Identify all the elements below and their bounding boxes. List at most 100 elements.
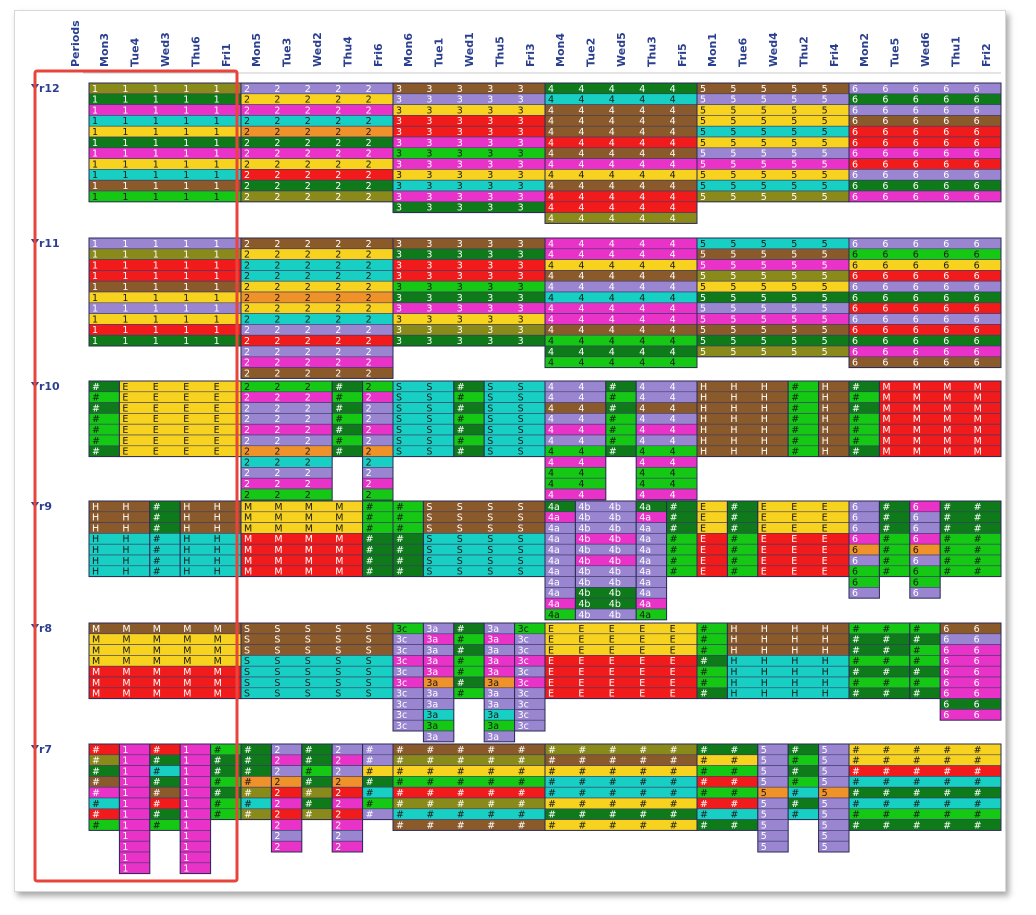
cell-label: #	[548, 777, 556, 788]
cell-label: 3c	[518, 624, 529, 635]
cell-label: 5	[822, 282, 828, 293]
cell-label: 6	[943, 192, 949, 203]
cell-label: 3	[518, 293, 524, 304]
cell-label: 4	[639, 159, 645, 170]
cell-label: M	[882, 393, 890, 404]
cell-label: 4	[609, 116, 615, 127]
cell-label: 2	[274, 436, 280, 447]
cell-label: 5	[730, 239, 736, 250]
cell-label: 6	[943, 710, 949, 721]
cell-label: #	[518, 756, 526, 767]
cell-label: #	[700, 777, 708, 788]
cell-label: 6	[974, 314, 980, 325]
cell-label: #	[396, 513, 404, 524]
cell-label: 6	[974, 250, 980, 261]
cell-label: 2	[305, 149, 311, 160]
cell-label: 4	[670, 282, 676, 293]
cell-label: 4	[639, 271, 645, 282]
block-outline	[939, 622, 1002, 721]
lesson-cell	[696, 434, 789, 447]
cell-label: 3c	[396, 656, 407, 667]
cell-label: 2	[305, 336, 311, 347]
cell-label: 2	[335, 127, 341, 138]
cell-label: 2	[366, 138, 372, 149]
cell-label: 6	[974, 170, 980, 181]
cell-label: 2	[335, 260, 341, 271]
cell-label: 3	[396, 138, 402, 149]
cell-label: 4	[548, 192, 554, 203]
cell-label: 4	[670, 425, 676, 436]
cell-label: 4a	[548, 588, 560, 599]
cell-label: 1	[153, 271, 159, 282]
cell-label: 2	[305, 304, 311, 315]
cell-label: 1	[153, 293, 159, 304]
cell-label: 4	[670, 159, 676, 170]
cell-label: #	[153, 788, 161, 799]
cell-label: 5	[761, 810, 767, 821]
cell-label: 6	[882, 347, 888, 358]
cell-label: #	[700, 624, 708, 635]
cell-label: E	[670, 689, 676, 700]
lesson-cell	[696, 402, 789, 414]
cell-label: 2	[274, 239, 280, 250]
cell-label: M	[335, 523, 343, 534]
cell-label: #	[730, 534, 738, 545]
cell-label: 1	[153, 260, 159, 271]
cell-label: #	[670, 545, 678, 556]
cell-label: E	[670, 656, 676, 667]
cell-label: #	[852, 403, 860, 414]
cell-label: 6	[943, 347, 949, 358]
cell-label: #	[700, 656, 708, 667]
cell-label: 1	[183, 260, 189, 271]
cell-label: #	[335, 447, 343, 458]
cell-label: 5	[700, 138, 706, 149]
cell-label: 4	[670, 304, 676, 315]
cell-label: 2	[366, 181, 372, 192]
cell-label: #	[852, 635, 860, 646]
cell-label: E	[214, 414, 220, 425]
cell-label: 4	[670, 447, 676, 458]
cell-label: 6	[974, 239, 980, 250]
cell-label: S	[396, 425, 402, 436]
cell-label: 1	[183, 282, 189, 293]
cell-label: 2	[305, 436, 311, 447]
cell-label: 4	[639, 325, 645, 336]
cell-label: 3	[518, 260, 524, 271]
cell-label: 2	[274, 479, 280, 490]
cell-label: #	[396, 766, 404, 777]
cell-label: #	[457, 788, 465, 799]
cell-label: 3	[396, 149, 402, 160]
cell-label: H	[761, 414, 768, 425]
cell-label: 5	[730, 105, 736, 116]
cell-label: 5	[700, 149, 706, 160]
lesson-cell	[635, 477, 698, 490]
cell-label: 3	[396, 105, 402, 116]
cell-label: 2	[305, 116, 311, 127]
cell-label: 2	[335, 149, 341, 160]
cell-label: 3	[396, 260, 402, 271]
cell-label: E	[791, 556, 797, 567]
cell-label: E	[548, 667, 554, 678]
cell-label: #	[609, 756, 617, 767]
cell-label: 1	[122, 138, 128, 149]
cell-label: 4b	[609, 577, 621, 588]
cell-label: 1	[214, 314, 220, 325]
cell-label: 1	[122, 260, 128, 271]
cell-label: 5	[761, 127, 767, 138]
cell-label: S	[487, 545, 493, 556]
cell-label: 2	[366, 382, 372, 393]
cell-label: E	[670, 667, 676, 678]
cell-label: H	[761, 689, 768, 700]
cell-label: S	[518, 436, 524, 447]
cell-label: E	[183, 382, 189, 393]
cell-label: 6	[943, 250, 949, 261]
cell-label: S	[244, 667, 250, 678]
cell-label: #	[518, 766, 526, 777]
cell-label: 4	[609, 203, 615, 214]
cell-label: 5	[700, 304, 706, 315]
cell-label: E	[791, 534, 797, 545]
cell-label: E	[700, 513, 706, 524]
lesson-cell	[635, 434, 698, 447]
cell-label: 4	[670, 116, 676, 127]
cell-label: 3	[457, 260, 463, 271]
